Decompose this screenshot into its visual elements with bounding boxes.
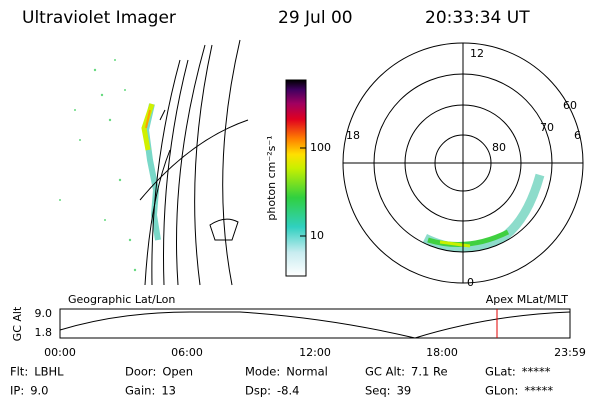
lat-label: 60	[563, 99, 577, 112]
status-label: Mode:	[245, 365, 280, 379]
colorbar	[285, 79, 307, 277]
status-value: LBHL	[34, 365, 64, 379]
time: 20:33:34 UT	[425, 8, 530, 28]
time-tick-label: 23:59	[554, 346, 586, 359]
status-value: -8.4	[277, 384, 299, 398]
altitude-curve	[59, 311, 571, 339]
lat-label: 80	[492, 141, 506, 154]
colorbar-tick-label: 100	[310, 141, 331, 154]
mlt-label: 12	[470, 47, 484, 60]
status-value: 7.1 Re	[411, 365, 448, 379]
altitude-plot	[59, 308, 571, 339]
altitude-axis-label: GC Alt	[11, 306, 24, 341]
status-value: *****	[522, 365, 551, 379]
status-value: Open	[162, 365, 193, 379]
mlt-label: 0	[467, 276, 474, 289]
colorbar-label: photon cm⁻²s⁻¹	[265, 135, 278, 220]
status-label: GLon:	[485, 384, 518, 398]
status-label: Gain:	[125, 384, 155, 398]
status-label: GC Alt:	[365, 365, 405, 379]
status-value: Normal	[286, 365, 328, 379]
date: 29 Jul 00	[278, 8, 353, 28]
map-label: Geographic Lat/Lon	[68, 293, 175, 306]
status-panel: Flt: LBHL Door: Open Mode: Normal GC Alt: 7.1 R…	[10, 365, 553, 398]
status-label: Seq:	[365, 384, 391, 398]
mlt-label: 6	[574, 129, 581, 142]
mlt-label: 18	[346, 129, 360, 142]
polar-label: Apex MLat/MLT	[486, 293, 569, 306]
time-tick-label: 12:00	[299, 346, 331, 359]
polar-plot	[342, 42, 584, 284]
status-label: GLat:	[485, 365, 516, 379]
lat-label: 70	[540, 121, 554, 134]
status-label: IP:	[10, 384, 24, 398]
status-label: Dsp:	[245, 384, 271, 398]
status-label: Door:	[125, 365, 156, 379]
time-tick-label: 00:00	[44, 346, 76, 359]
time-tick-label: 18:00	[426, 346, 458, 359]
time-tick-label: 06:00	[171, 346, 203, 359]
altitude-tick-label: 9.0	[35, 307, 53, 320]
title: Ultraviolet Imager	[22, 8, 176, 28]
status-value: 13	[161, 384, 176, 398]
altitude-tick-label: 1.8	[35, 326, 53, 339]
status-value: *****	[524, 384, 553, 398]
status-value: 9.0	[30, 384, 48, 398]
map-panel	[59, 39, 249, 286]
colorbar-tick-label: 10	[310, 229, 324, 242]
status-value: 39	[397, 384, 412, 398]
status-label: Flt:	[10, 365, 28, 379]
